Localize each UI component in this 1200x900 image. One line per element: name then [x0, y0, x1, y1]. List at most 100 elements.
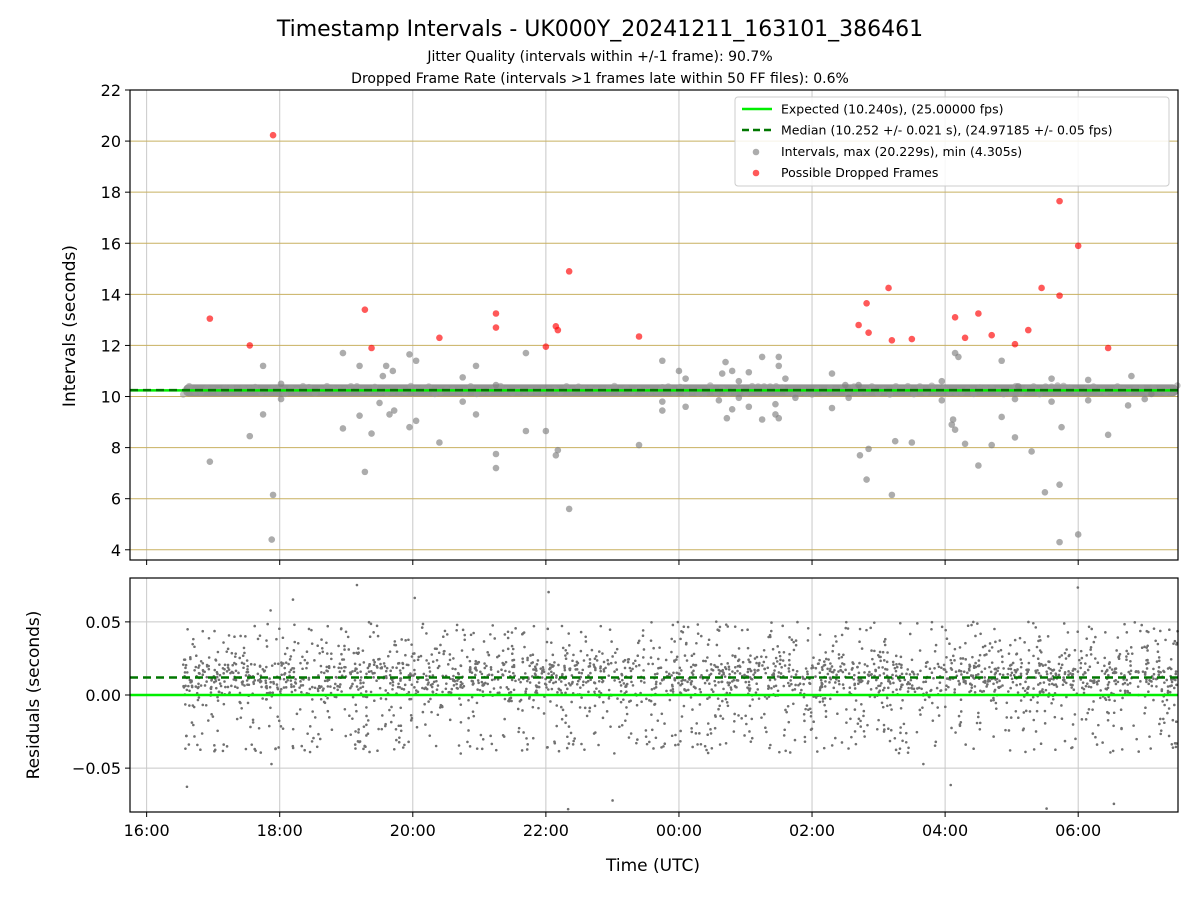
residual-point	[353, 662, 357, 666]
residual-point	[430, 653, 434, 656]
residual-point	[994, 701, 998, 705]
residual-point	[686, 625, 690, 629]
residual-point	[740, 628, 744, 632]
residual-point	[592, 732, 596, 735]
residual-point	[375, 664, 379, 668]
residual-point	[829, 662, 832, 665]
residual-point	[720, 662, 723, 666]
residual-point	[891, 690, 895, 694]
residual-point	[437, 664, 441, 668]
residual-point	[833, 736, 837, 740]
residual-point	[970, 686, 974, 689]
residual-point	[644, 729, 648, 732]
interval-point	[766, 383, 774, 390]
residual-point	[1175, 683, 1178, 687]
residual-point	[1116, 680, 1120, 684]
interval-point	[874, 390, 882, 397]
residual-point	[857, 671, 861, 675]
residual-point	[692, 652, 696, 656]
residual-point	[517, 678, 521, 681]
residual-point	[531, 736, 535, 740]
residual-point	[246, 701, 250, 705]
residual-point	[998, 679, 1001, 683]
residual-point	[756, 688, 760, 691]
residual-point	[579, 675, 583, 679]
residual-point	[1013, 638, 1017, 642]
residual-point	[1054, 683, 1058, 686]
residual-point	[950, 726, 953, 730]
residual-point	[448, 658, 452, 662]
residual-point	[967, 667, 971, 671]
residual-point	[760, 716, 763, 719]
residual-point	[794, 639, 798, 642]
residual-point	[682, 704, 686, 708]
residual-point	[1011, 680, 1015, 684]
residual-point	[573, 737, 576, 740]
residual-point	[526, 679, 529, 683]
residual-point	[279, 690, 282, 693]
interval-point	[563, 383, 570, 390]
interval-point	[775, 362, 783, 370]
residual-point	[388, 708, 391, 712]
residual-point	[325, 669, 328, 672]
residual-point	[755, 655, 759, 659]
interval-point	[1048, 383, 1055, 391]
residual-point	[226, 685, 230, 689]
residual-point	[231, 663, 234, 667]
residual-point	[549, 666, 552, 669]
interval-point	[268, 536, 276, 543]
residual-point	[1103, 672, 1107, 675]
residual-point	[373, 699, 376, 702]
residual-point	[1051, 697, 1055, 701]
residual-point	[372, 658, 375, 662]
residual-point	[882, 672, 886, 675]
residual-point	[1106, 710, 1109, 714]
residual-point	[675, 658, 678, 661]
residual-point	[862, 714, 865, 718]
residual-point	[863, 671, 866, 674]
residual-point	[355, 667, 358, 671]
residual-point	[837, 679, 841, 683]
residual-point	[221, 749, 225, 753]
residual-point	[1157, 670, 1160, 673]
residual-point	[594, 654, 598, 658]
residual-point	[770, 621, 773, 624]
residual-point	[609, 661, 613, 665]
residual-point	[510, 652, 514, 656]
residual-point	[784, 749, 787, 753]
interval-point	[542, 427, 550, 435]
residual-point	[640, 700, 643, 704]
residual-point	[816, 750, 819, 753]
residual-point	[230, 684, 233, 688]
residual-point	[599, 624, 603, 628]
residual-point	[733, 625, 737, 628]
residual-point	[269, 680, 273, 684]
residual-point	[993, 667, 997, 671]
residual-point	[429, 697, 432, 701]
top-y-tick-label: 6	[111, 490, 121, 509]
residual-point	[327, 665, 331, 668]
residual-point	[959, 710, 963, 713]
residual-point	[689, 683, 693, 686]
residual-point	[301, 655, 304, 659]
residual-point	[641, 629, 645, 632]
residual-point	[690, 730, 694, 734]
residual-point	[329, 685, 332, 688]
residual-point	[524, 690, 527, 693]
residual-point	[821, 700, 825, 703]
residual-point	[469, 633, 473, 637]
residual-point	[958, 683, 961, 686]
residual-point	[1126, 683, 1130, 686]
residual-point	[738, 665, 742, 669]
residual-point	[936, 662, 940, 666]
interval-point	[522, 349, 530, 357]
residual-point	[983, 667, 987, 670]
residual-point	[453, 679, 457, 683]
residual-point	[209, 691, 213, 694]
residual-point	[849, 717, 852, 721]
top-y-tick-label: 18	[101, 183, 121, 202]
residual-point	[521, 632, 525, 635]
residual-point	[726, 704, 730, 708]
residual-point	[260, 685, 263, 689]
residual-point	[1089, 645, 1093, 649]
